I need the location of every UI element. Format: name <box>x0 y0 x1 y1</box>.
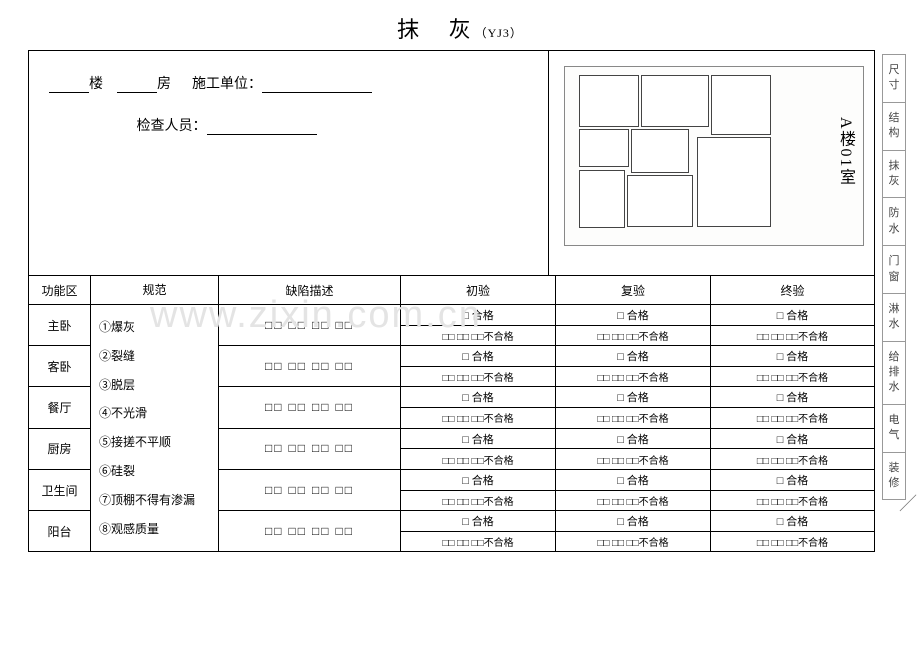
col-zone-header: 功能区 <box>29 276 91 304</box>
pass-check[interactable]: □ 合格 <box>401 346 555 366</box>
col-defect-header: 缺陷描述 <box>219 276 401 304</box>
fail-check[interactable]: □□ □□ □□不合格 <box>401 448 555 469</box>
table-row: □□ □□ □□ □□ □ 合格□□ □□ □□不合格 □ 合格□□ □□ □□… <box>219 429 874 470</box>
table-row: □□ □□ □□ □□ □ 合格□□ □□ □□不合格 □ 合格□□ □□ □□… <box>219 470 874 511</box>
floorplan-label: A楼01室 <box>833 117 857 187</box>
zone-cell: 客卧 <box>29 346 90 387</box>
side-tabs: 尺寸 结构 抹灰 防水 门窗 淋水 给排水 电气 装修 <box>882 54 906 500</box>
fail-check[interactable]: □□ □□ □□不合格 <box>556 325 710 346</box>
spec-item: ①爆灰 <box>99 313 210 342</box>
side-tab[interactable]: 防水 <box>882 198 906 246</box>
form-container: 楼 房 施工单位： 检查人员： A楼01室 <box>28 50 875 552</box>
spec-list: ①爆灰 ②裂缝 ③脱层 ④不光滑 ⑤接搓不平顺 ⑥硅裂 ⑦顶棚不得有渗漏 ⑧观感… <box>91 305 219 551</box>
fail-check[interactable]: □□ □□ □□不合格 <box>401 407 555 428</box>
fail-check[interactable]: □□ □□ □□不合格 <box>556 531 710 552</box>
table-body: 主卧 客卧 餐厅 厨房 卫生间 阳台 ①爆灰 ②裂缝 ③脱层 ④不光滑 ⑤接搓不… <box>29 305 874 551</box>
col-check3-header: 终验 <box>711 276 874 304</box>
fail-check[interactable]: □□ □□ □□不合格 <box>556 407 710 428</box>
spec-item: ⑦顶棚不得有渗漏 <box>99 486 210 515</box>
side-tab[interactable]: 电气 <box>882 405 906 453</box>
title-main: 抹 灰 <box>397 17 483 42</box>
room-label: 房 <box>157 77 171 92</box>
inspector-label: 检查人员： <box>137 119 207 134</box>
pass-check[interactable]: □ 合格 <box>556 305 710 325</box>
pass-check[interactable]: □ 合格 <box>401 511 555 531</box>
pass-check[interactable]: □ 合格 <box>711 387 874 407</box>
pass-check[interactable]: □ 合格 <box>401 387 555 407</box>
pass-check[interactable]: □ 合格 <box>401 429 555 449</box>
table-row: □□ □□ □□ □□ □ 合格□□ □□ □□不合格 □ 合格□□ □□ □□… <box>219 511 874 551</box>
side-tab[interactable]: 淋水 <box>882 294 906 342</box>
room-input[interactable] <box>117 77 157 93</box>
defect-boxes[interactable]: □□ □□ □□ □□ <box>265 359 354 374</box>
pass-check[interactable]: □ 合格 <box>556 346 710 366</box>
fail-check[interactable]: □□ □□ □□不合格 <box>401 531 555 552</box>
zone-cell: 主卧 <box>29 305 90 346</box>
building-label: 楼 <box>89 77 103 92</box>
header-info: 楼 房 施工单位： 检查人员： <box>29 51 549 275</box>
data-grid: □□ □□ □□ □□ □ 合格□□ □□ □□不合格 □ 合格□□ □□ □□… <box>219 305 874 551</box>
spec-item: ⑤接搓不平顺 <box>99 428 210 457</box>
fail-check[interactable]: □□ □□ □□不合格 <box>711 531 874 552</box>
zone-cell: 餐厅 <box>29 387 90 428</box>
pass-check[interactable]: □ 合格 <box>401 305 555 325</box>
floor-plan: A楼01室 <box>564 66 864 246</box>
fail-check[interactable]: □□ □□ □□不合格 <box>711 325 874 346</box>
fail-check[interactable]: □□ □□ □□不合格 <box>711 366 874 387</box>
fail-check[interactable]: □□ □□ □□不合格 <box>711 407 874 428</box>
zone-cell: 阳台 <box>29 511 90 551</box>
pass-check[interactable]: □ 合格 <box>711 305 874 325</box>
fail-check[interactable]: □□ □□ □□不合格 <box>401 490 555 511</box>
building-input[interactable] <box>49 77 89 93</box>
table-row: □□ □□ □□ □□ □ 合格□□ □□ □□不合格 □ 合格□□ □□ □□… <box>219 305 874 346</box>
contractor-label: 施工单位： <box>192 77 262 92</box>
spec-item: ④不光滑 <box>99 399 210 428</box>
pass-check[interactable]: □ 合格 <box>711 346 874 366</box>
fail-check[interactable]: □□ □□ □□不合格 <box>556 366 710 387</box>
defect-boxes[interactable]: □□ □□ □□ □□ <box>265 524 354 539</box>
table-header: 功能区 规范 缺陷描述 初验 复验 终验 <box>29 276 874 305</box>
fail-check[interactable]: □□ □□ □□不合格 <box>401 325 555 346</box>
table-row: □□ □□ □□ □□ □ 合格□□ □□ □□不合格 □ 合格□□ □□ □□… <box>219 346 874 387</box>
spec-item: ③脱层 <box>99 371 210 400</box>
pass-check[interactable]: □ 合格 <box>556 429 710 449</box>
pass-check[interactable]: □ 合格 <box>711 429 874 449</box>
side-tab[interactable]: 抹灰 <box>882 151 906 199</box>
side-tab[interactable]: 给排水 <box>882 342 906 405</box>
side-tab[interactable]: 门窗 <box>882 246 906 294</box>
fail-check[interactable]: □□ □□ □□不合格 <box>711 448 874 469</box>
zone-cell: 卫生间 <box>29 470 90 511</box>
col-spec-header: 规范 <box>91 276 219 304</box>
slash-mark: ／ <box>899 490 917 516</box>
zones-column: 主卧 客卧 餐厅 厨房 卫生间 阳台 <box>29 305 91 551</box>
side-tab[interactable]: 结构 <box>882 103 906 151</box>
spec-item: ⑥硅裂 <box>99 457 210 486</box>
pass-check[interactable]: □ 合格 <box>556 470 710 490</box>
pass-check[interactable]: □ 合格 <box>556 387 710 407</box>
side-tab[interactable]: 尺寸 <box>882 55 906 103</box>
spec-item: ②裂缝 <box>99 342 210 371</box>
inspector-input[interactable] <box>207 119 317 135</box>
col-check1-header: 初验 <box>401 276 556 304</box>
spec-item: ⑧观感质量 <box>99 515 210 544</box>
pass-check[interactable]: □ 合格 <box>556 511 710 531</box>
col-check2-header: 复验 <box>556 276 711 304</box>
fail-check[interactable]: □□ □□ □□不合格 <box>556 490 710 511</box>
fail-check[interactable]: □□ □□ □□不合格 <box>556 448 710 469</box>
defect-boxes[interactable]: □□ □□ □□ □□ <box>265 400 354 415</box>
title-code: （YJ3） <box>475 26 523 40</box>
floorplan-area: A楼01室 <box>549 51 874 275</box>
page-title: 抹 灰（YJ3） <box>0 0 920 50</box>
pass-check[interactable]: □ 合格 <box>711 511 874 531</box>
defect-boxes[interactable]: □□ □□ □□ □□ <box>265 441 354 456</box>
pass-check[interactable]: □ 合格 <box>401 470 555 490</box>
pass-check[interactable]: □ 合格 <box>711 470 874 490</box>
table-row: □□ □□ □□ □□ □ 合格□□ □□ □□不合格 □ 合格□□ □□ □□… <box>219 387 874 428</box>
defect-boxes[interactable]: □□ □□ □□ □□ <box>265 318 354 333</box>
fail-check[interactable]: □□ □□ □□不合格 <box>401 366 555 387</box>
contractor-input[interactable] <box>262 77 372 93</box>
fail-check[interactable]: □□ □□ □□不合格 <box>711 490 874 511</box>
zone-cell: 厨房 <box>29 429 90 470</box>
defect-boxes[interactable]: □□ □□ □□ □□ <box>265 483 354 498</box>
